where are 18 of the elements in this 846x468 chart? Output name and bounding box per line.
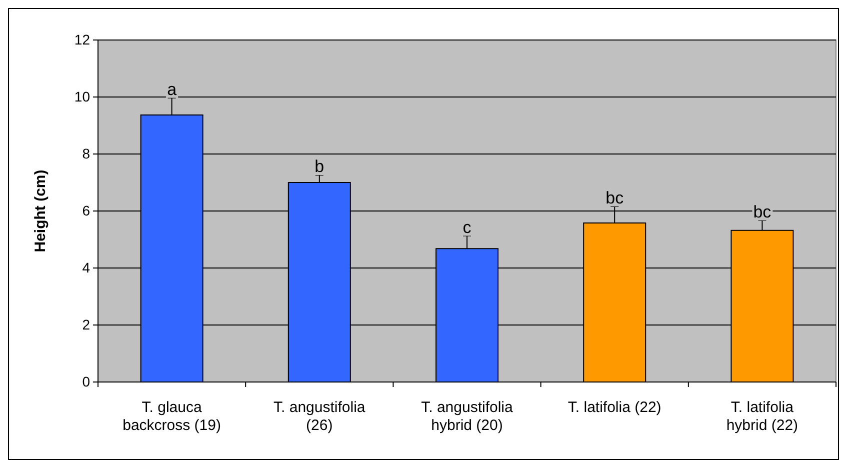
x-tick-label: T. angustifolia hybrid (20)	[421, 399, 514, 434]
x-tick-label: T. angustifolia (26)	[274, 399, 366, 434]
y-axis-title: Height (cm)	[32, 170, 49, 252]
y-tick-label: 12	[74, 31, 90, 48]
x-tick-label: T. latifolia hybrid (22)	[726, 399, 798, 434]
y-tick-label: 0	[82, 373, 90, 390]
y-tick-label: 10	[74, 88, 90, 104]
y-tick-label: 2	[82, 316, 90, 332]
annotation: bc	[753, 202, 772, 222]
y-tick-label: 6	[82, 202, 90, 218]
y-tick-label: 4	[82, 259, 90, 276]
annotation: c	[462, 218, 472, 237]
x-tick-label: T. glauca backcross (19)	[122, 399, 221, 434]
x-tick-label: T. latifolia (22)	[568, 399, 662, 416]
y-tick-label: 8	[82, 145, 90, 162]
annotation: a	[167, 80, 178, 99]
annotation: bc	[606, 188, 624, 208]
annotation: b	[314, 157, 324, 176]
